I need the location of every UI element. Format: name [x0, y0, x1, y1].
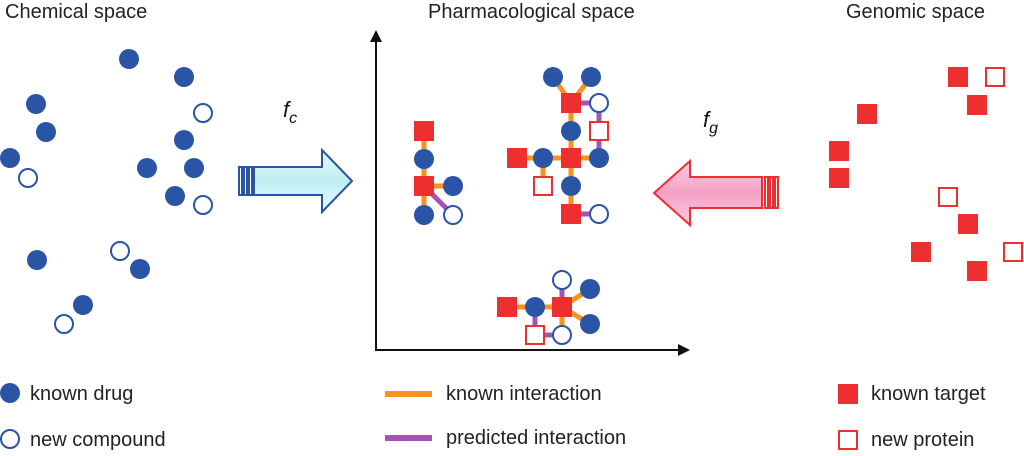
new-protein-marker [985, 67, 1005, 87]
known-drug-marker [137, 158, 157, 178]
new-compound-marker [193, 103, 213, 123]
known-drug-node [414, 149, 434, 169]
known-drug-node [561, 121, 581, 141]
known-drug-node [580, 314, 600, 334]
genomic-space-title: Genomic space [846, 1, 985, 23]
known-drug-legend-icon [0, 383, 20, 403]
known-target-legend-label: known target [871, 383, 986, 405]
fg-arrow [652, 158, 779, 228]
new-compound-node [589, 93, 609, 113]
known-target-node [414, 176, 434, 196]
known-drug-legend-label: known drug [30, 383, 133, 405]
new-protein-marker [1003, 242, 1023, 262]
new-protein-node [589, 121, 609, 141]
known-drug-marker [73, 295, 93, 315]
fc-label: fc [283, 97, 297, 127]
new-protein-legend-icon [838, 430, 858, 450]
new-compound-node [552, 270, 572, 290]
known-drug-node [543, 67, 563, 87]
new-protein-legend-label: new protein [871, 429, 974, 451]
y-axis-arrowhead [370, 30, 382, 42]
known-target-marker [958, 214, 978, 234]
known-drug-node [533, 148, 553, 168]
known-drug-node [525, 297, 545, 317]
genomic-space-new-proteins [938, 67, 1023, 262]
chemical-space-title: Chemical space [5, 1, 147, 23]
new-compound-node [552, 325, 572, 345]
pharmacological-space-title: Pharmacological space [428, 1, 635, 23]
known-drug-node [414, 205, 434, 225]
known-target-marker [967, 95, 987, 115]
new-compound-legend-label: new compound [30, 429, 166, 451]
known-drug-marker [27, 250, 47, 270]
known-drug-marker [26, 94, 46, 114]
new-protein-node [525, 325, 545, 345]
known-drug-marker [36, 122, 56, 142]
fc-arrow [238, 147, 354, 215]
new-compound-node [589, 204, 609, 224]
known-target-node [507, 148, 527, 168]
network-known-targets [414, 93, 581, 317]
known-target-marker [829, 141, 849, 161]
known-target-marker [948, 67, 968, 87]
network-known-drugs [414, 67, 609, 334]
known-target-node [561, 204, 581, 224]
known-target-node [497, 297, 517, 317]
known-drug-marker [0, 148, 20, 168]
network-new-compounds [443, 93, 609, 345]
new-compound-node [443, 205, 463, 225]
new-compound-marker [54, 314, 74, 334]
known-target-node [561, 93, 581, 113]
x-axis-arrowhead [678, 344, 690, 356]
known-target-legend-icon [838, 384, 858, 404]
known-drug-marker [165, 186, 185, 206]
genomic-space-targets [829, 67, 987, 281]
known-target-node [561, 148, 581, 168]
known-target-marker [967, 261, 987, 281]
new-compound-marker [18, 168, 38, 188]
known-drug-node [589, 148, 609, 168]
known-drug-node [561, 176, 581, 196]
new-compound-marker [110, 241, 130, 261]
known-drug-marker [174, 67, 194, 87]
chemical-space-points [0, 49, 204, 315]
new-compound-legend-icon [0, 429, 20, 449]
pharmacological-axes [370, 30, 690, 356]
known-target-node [552, 297, 572, 317]
known-drug-marker [119, 49, 139, 69]
chemical-space-new-compounds [18, 103, 213, 334]
known-target-marker [911, 242, 931, 262]
known-drug-marker [174, 130, 194, 150]
known-drug-node [443, 176, 463, 196]
known-drug-marker [130, 259, 150, 279]
network-new-proteins [525, 121, 609, 345]
new-protein-marker [938, 187, 958, 207]
new-compound-marker [193, 195, 213, 215]
known-interaction-legend-label: known interaction [446, 383, 602, 405]
known-drug-node [580, 279, 600, 299]
known-drug-marker [184, 158, 204, 178]
fg-label: fg [703, 107, 718, 137]
known-target-marker [829, 168, 849, 188]
legend: known drug new compound known interactio… [0, 383, 986, 451]
known-target-node [414, 121, 434, 141]
known-target-marker [857, 104, 877, 124]
new-protein-node [533, 176, 553, 196]
known-drug-node [581, 67, 601, 87]
predicted-interaction-legend-label: predicted interaction [446, 427, 626, 449]
